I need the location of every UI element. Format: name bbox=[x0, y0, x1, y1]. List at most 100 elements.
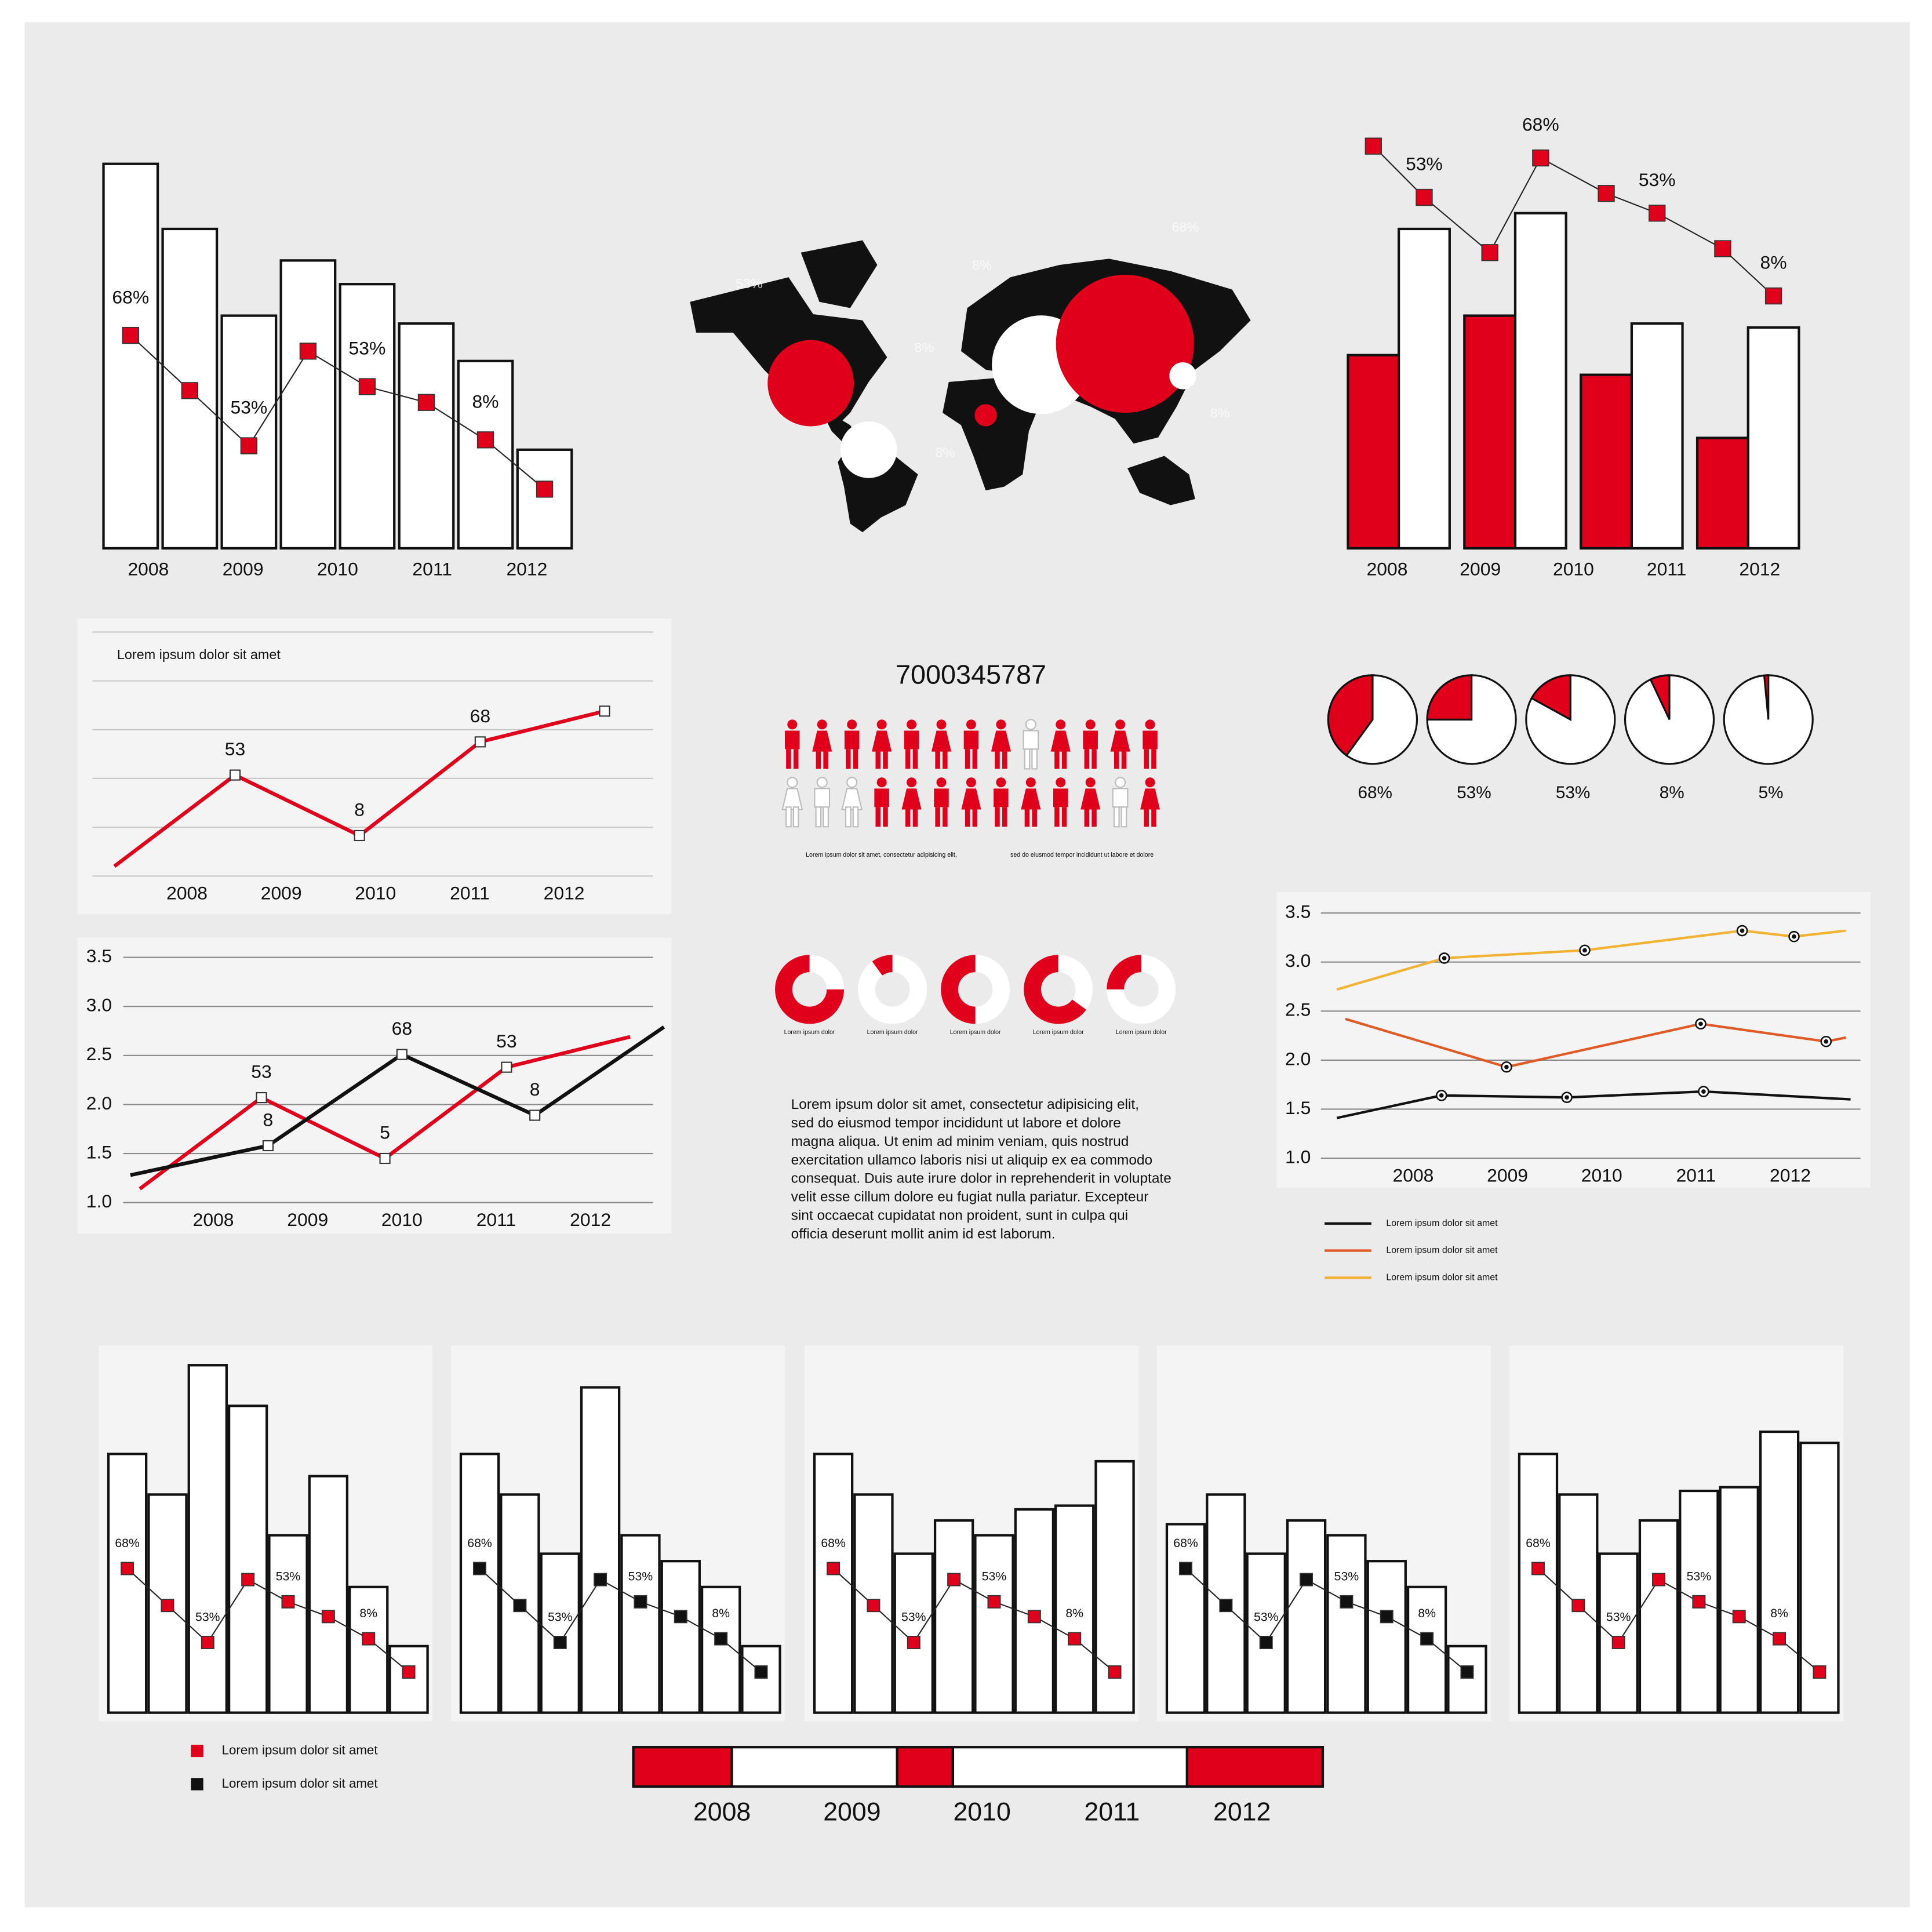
y-tick-label: 1.5 bbox=[1285, 1097, 1311, 1118]
bar bbox=[1518, 1453, 1559, 1714]
bar bbox=[339, 283, 396, 550]
annotation: 8% bbox=[1418, 1606, 1436, 1620]
annotation: 8 bbox=[263, 1109, 274, 1130]
trend-marker bbox=[1649, 205, 1666, 222]
population-count: 7000345787 bbox=[896, 659, 1046, 689]
person-leg bbox=[995, 749, 1000, 769]
x-tick-label: 2012 bbox=[506, 559, 547, 580]
trend-marker bbox=[1652, 1573, 1665, 1587]
trend-line bbox=[1185, 1568, 1468, 1673]
pie-slice bbox=[1763, 674, 1770, 720]
x-tick-label: 2012 bbox=[544, 883, 585, 904]
annotation: 68% bbox=[1522, 114, 1559, 135]
person-head bbox=[1115, 777, 1126, 788]
bar bbox=[813, 1453, 854, 1714]
trend-marker bbox=[362, 1632, 376, 1646]
legend-label: Lorem ipsum dolor sit amet bbox=[222, 1742, 379, 1757]
bubble bbox=[767, 340, 854, 427]
person-leg bbox=[912, 807, 918, 827]
person-head bbox=[966, 777, 976, 788]
person-head bbox=[1085, 777, 1096, 788]
bar bbox=[1747, 326, 1800, 550]
paragraph-line: magna aliqua. Ut enim ad minim veniam, q… bbox=[791, 1134, 1129, 1149]
y-tick-label: 2.0 bbox=[1285, 1048, 1311, 1069]
trend-marker bbox=[417, 394, 435, 411]
trend-marker bbox=[241, 1573, 255, 1587]
annotation: 53 bbox=[251, 1061, 271, 1082]
y-tick-label: 1.5 bbox=[86, 1141, 112, 1162]
person-leg bbox=[1144, 749, 1149, 769]
person-body bbox=[812, 730, 832, 752]
person-leg bbox=[786, 749, 791, 769]
bar bbox=[279, 259, 337, 550]
person bbox=[963, 719, 979, 769]
timeline-label: 2010 bbox=[953, 1798, 1010, 1827]
person-body bbox=[1080, 788, 1101, 810]
person-head bbox=[847, 719, 857, 730]
legend-swatch bbox=[191, 1778, 203, 1791]
greenland bbox=[801, 240, 878, 308]
bar bbox=[227, 1405, 268, 1714]
x-tick-label: 2010 bbox=[1553, 559, 1594, 580]
panel bbox=[1276, 892, 1871, 1188]
pie-label: 68% bbox=[1358, 783, 1392, 802]
annotation: 53% bbox=[1334, 1569, 1359, 1583]
trend-line bbox=[1537, 1568, 1820, 1673]
x-tick-label: 2009 bbox=[287, 1209, 328, 1230]
person bbox=[934, 777, 949, 827]
people-caption: Lorem ipsum dolor sit amet, consectetur … bbox=[806, 852, 957, 858]
person-body bbox=[961, 788, 981, 810]
annotation: 5 bbox=[380, 1122, 390, 1143]
person bbox=[901, 777, 922, 827]
person bbox=[1140, 777, 1160, 827]
person-head bbox=[817, 719, 827, 730]
bar bbox=[1463, 314, 1517, 550]
person-leg bbox=[935, 749, 940, 769]
bar bbox=[1580, 373, 1633, 550]
person-head bbox=[1145, 719, 1155, 730]
pie-slice bbox=[1426, 674, 1473, 721]
person-head bbox=[816, 777, 828, 788]
annotation: 53% bbox=[230, 397, 267, 418]
person-leg bbox=[965, 749, 970, 769]
timeline-label: 2012 bbox=[1213, 1798, 1271, 1827]
point-marker bbox=[354, 829, 365, 842]
person-leg bbox=[883, 749, 888, 769]
person-leg bbox=[883, 807, 888, 827]
person-head bbox=[1025, 777, 1036, 788]
annotation: 68% bbox=[112, 286, 149, 307]
timeline-segment bbox=[730, 1746, 898, 1788]
annotation: 68% bbox=[467, 1536, 492, 1550]
y-tick-label: 1.0 bbox=[86, 1191, 112, 1211]
legend-label: Lorem ipsum dolor sit amet bbox=[1386, 1246, 1498, 1256]
person-body bbox=[994, 788, 1009, 807]
trend-marker bbox=[201, 1635, 214, 1649]
bar bbox=[388, 1644, 429, 1714]
person bbox=[1021, 777, 1041, 827]
x-tick-label: 2010 bbox=[1581, 1165, 1622, 1185]
australia bbox=[1127, 456, 1195, 505]
point-marker bbox=[229, 769, 241, 781]
trend-marker bbox=[536, 481, 554, 498]
bar bbox=[516, 448, 573, 550]
trend-marker bbox=[553, 1635, 567, 1649]
map-label: 8% bbox=[935, 445, 955, 460]
point-dot bbox=[1701, 1089, 1706, 1094]
bar bbox=[1347, 354, 1400, 550]
trend-marker bbox=[1420, 1632, 1434, 1646]
x-tick-label: 2011 bbox=[412, 559, 452, 580]
y-tick-label: 3.0 bbox=[1285, 950, 1311, 971]
trend-marker bbox=[121, 1562, 134, 1576]
person-leg bbox=[1024, 807, 1030, 827]
trend-line bbox=[130, 334, 545, 490]
trend-marker bbox=[281, 1595, 295, 1609]
point-marker bbox=[379, 1152, 391, 1165]
person bbox=[1083, 719, 1098, 769]
person-leg bbox=[965, 807, 970, 827]
trend-marker bbox=[1179, 1562, 1193, 1576]
person-head bbox=[787, 719, 798, 730]
person-leg bbox=[1084, 807, 1090, 827]
timeline-segment bbox=[1185, 1746, 1325, 1788]
trend-marker bbox=[1340, 1595, 1354, 1609]
person-body bbox=[904, 730, 919, 749]
